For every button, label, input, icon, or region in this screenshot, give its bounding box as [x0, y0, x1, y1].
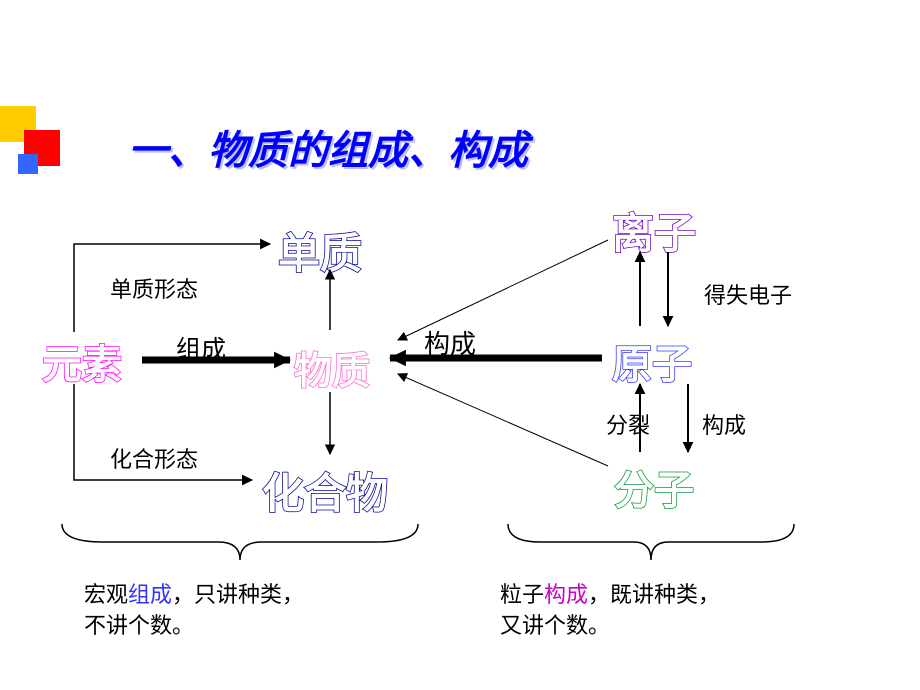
label-constitute: 构成	[424, 324, 476, 361]
label-compound-form: 化合形态	[110, 442, 198, 474]
label-split: 分裂	[606, 408, 650, 440]
footnote-right-pre: 粒子	[500, 582, 544, 607]
footnote-left-highlight: 组成	[128, 582, 172, 607]
footnote-right: 粒子构成，既讲种类， 又讲个数。	[500, 580, 720, 642]
footnote-left-pre: 宏观	[84, 582, 128, 607]
node-atom: 原子	[612, 332, 692, 390]
brace-right	[506, 522, 796, 562]
label-compose: 组成	[176, 330, 226, 366]
corner-decoration	[0, 106, 80, 196]
label-simple-form: 单质形态	[110, 272, 198, 304]
footnote-left: 宏观组成，只讲种类， 不讲个数。	[84, 580, 304, 642]
label-constitute-2: 构成	[702, 408, 746, 440]
node-simple: 单质	[278, 220, 362, 281]
footnote-left-post: ，只讲种类，	[172, 582, 304, 607]
node-compound: 化合物	[262, 460, 388, 521]
label-gain-lose-e: 得失电子	[704, 278, 792, 310]
page-title: 一、物质的组成、构成	[128, 118, 528, 176]
footnote-right-highlight: 构成	[544, 582, 588, 607]
node-matter: 物质	[294, 340, 370, 395]
footnote-right-line2: 又讲个数。	[500, 613, 610, 638]
node-element: 元素	[42, 332, 122, 390]
footnote-right-post: ，既讲种类，	[588, 582, 720, 607]
node-ion: 离子	[612, 200, 696, 261]
node-molecule: 分子	[614, 458, 694, 516]
footnote-left-line2: 不讲个数。	[84, 613, 194, 638]
brace-left	[60, 522, 420, 562]
